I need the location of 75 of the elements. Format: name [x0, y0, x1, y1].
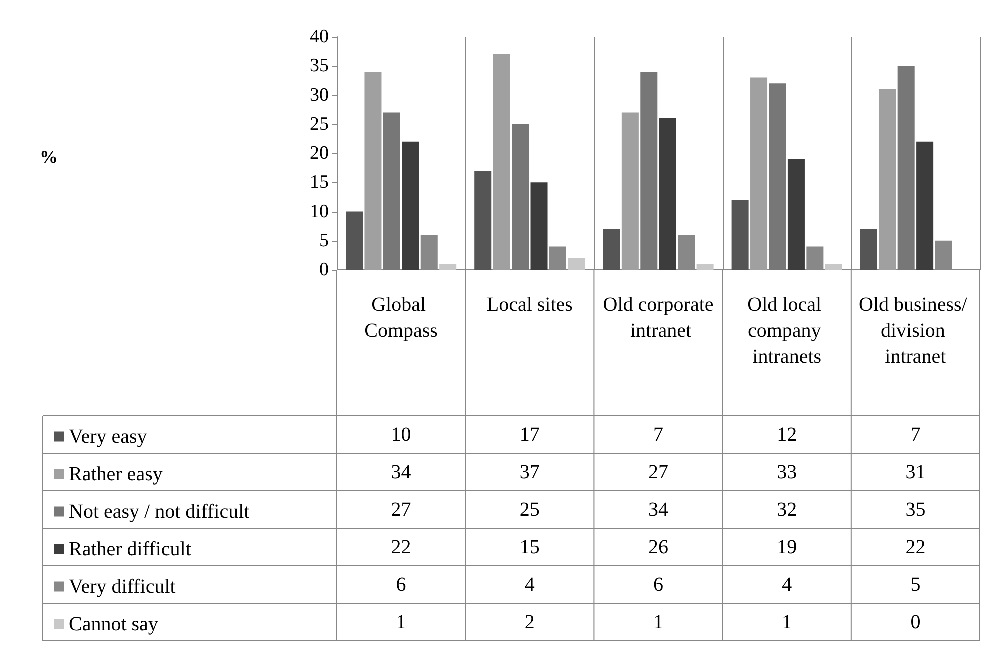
bar	[474, 170, 492, 270]
y-tick-label: 15	[310, 172, 329, 194]
data-label: 5	[910, 574, 921, 596]
bar	[512, 124, 530, 270]
y-tick-label: 10	[310, 201, 329, 222]
data-label: 0	[910, 611, 921, 634]
bar	[364, 72, 382, 270]
y-tick-label: 35	[310, 56, 329, 77]
legend-label: Rather difficult	[69, 538, 192, 560]
data-label: 25	[520, 498, 540, 521]
data-label: 22	[391, 536, 412, 558]
data-label: 19	[777, 536, 798, 558]
data-label: 27	[648, 461, 668, 484]
bar	[383, 112, 400, 270]
data-label: 4	[782, 574, 792, 596]
bar	[898, 66, 915, 270]
bar	[916, 142, 934, 270]
bar	[622, 112, 639, 270]
bar	[640, 72, 658, 270]
legend-label: Not easy / not difficult	[69, 500, 250, 523]
data-label: 4	[524, 574, 535, 596]
bar	[603, 229, 620, 270]
y-tick-label: 0	[320, 260, 329, 280]
bar	[788, 159, 805, 270]
x-tick-label: Local sites	[486, 294, 574, 316]
data-label: 7	[654, 424, 664, 446]
data-label: 1	[396, 611, 406, 634]
data-label: 27	[391, 498, 412, 521]
data-label: 37	[520, 461, 540, 484]
y-tick-label: 25	[310, 114, 329, 135]
x-tick-label: Old local company intranets	[748, 294, 827, 368]
bar	[879, 89, 896, 270]
data-label: 15	[520, 536, 540, 558]
bar	[440, 264, 457, 270]
legend-label: Cannot say	[69, 613, 158, 636]
data-label: 22	[906, 536, 926, 558]
data-label: 17	[520, 424, 540, 446]
y-tick-label: 30	[310, 84, 329, 106]
bar	[346, 212, 364, 270]
text: %	[40, 147, 58, 167]
bar	[402, 142, 420, 270]
data-label: 31	[906, 461, 926, 484]
legend-label: Very difficult	[69, 576, 176, 598]
y-tick-label: 40	[310, 26, 329, 48]
data-label: 34	[648, 498, 668, 521]
x-tick-label: Global Compass	[364, 294, 438, 342]
data-label: 6	[396, 574, 406, 596]
legend-label: Rather easy	[69, 463, 163, 486]
data-label: 32	[777, 498, 798, 521]
data-label: 10	[391, 424, 412, 446]
data-label: 34	[391, 461, 412, 484]
x-tick-label: Old corporate intranet	[603, 294, 714, 342]
data-label: 26	[648, 536, 668, 558]
y-tick-label: 20	[310, 143, 329, 164]
bar	[530, 182, 548, 270]
bar	[732, 200, 749, 270]
bar	[568, 258, 586, 270]
data-label: 6	[654, 574, 664, 596]
bar	[659, 118, 676, 270]
bar	[860, 229, 878, 270]
bar	[696, 264, 714, 270]
data-label: 35	[906, 498, 926, 521]
bar	[493, 54, 510, 270]
x-tick-label: Old business/ division intranet	[859, 294, 972, 368]
bar	[750, 78, 768, 270]
data-label: 33	[777, 461, 798, 484]
data-label: 12	[777, 424, 798, 446]
data-label: 2	[524, 611, 535, 634]
bar	[769, 84, 786, 270]
bar	[825, 264, 842, 270]
data-label: 7	[910, 424, 921, 446]
y-tick-label: 5	[320, 230, 329, 252]
data-label: 1	[782, 611, 792, 634]
data-label: 1	[654, 611, 664, 634]
legend-label: Very easy	[69, 426, 148, 448]
